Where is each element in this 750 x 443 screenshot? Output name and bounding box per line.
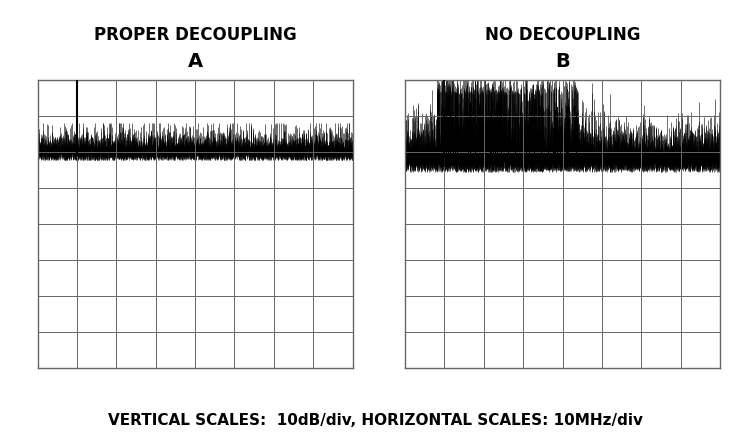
Text: A: A [188, 52, 202, 71]
Text: NO DECOUPLING: NO DECOUPLING [484, 26, 640, 44]
Text: VERTICAL SCALES:  10dB/div, HORIZONTAL SCALES: 10MHz/div: VERTICAL SCALES: 10dB/div, HORIZONTAL SC… [107, 413, 643, 428]
Text: B: B [555, 52, 570, 71]
Text: PROPER DECOUPLING: PROPER DECOUPLING [94, 26, 296, 44]
